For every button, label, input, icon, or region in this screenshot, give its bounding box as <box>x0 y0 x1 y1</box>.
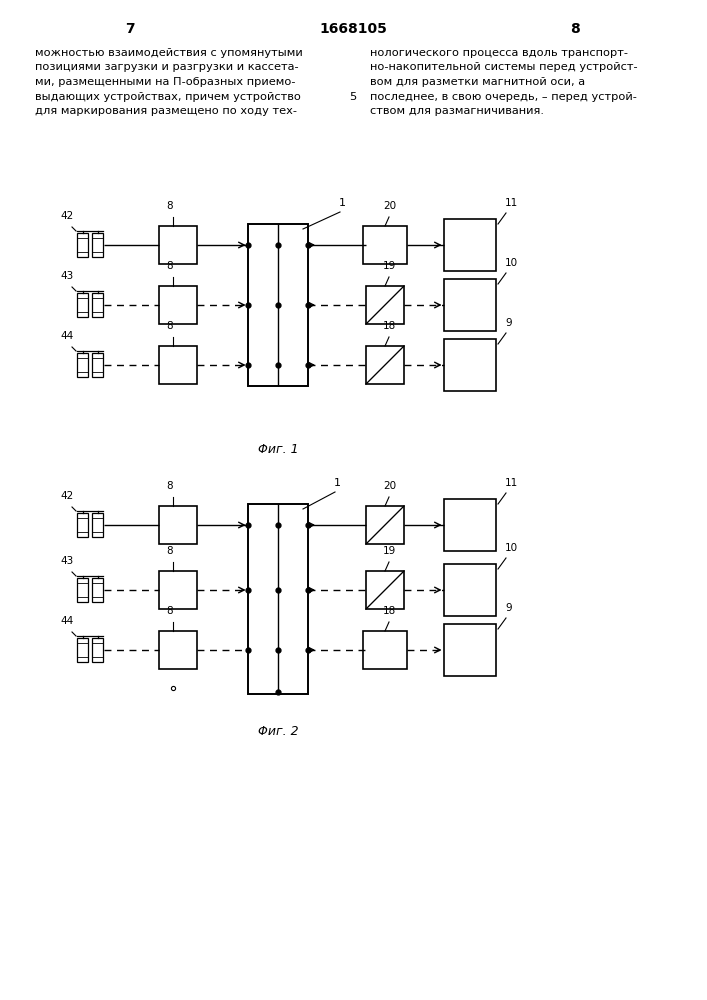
Text: 10: 10 <box>505 258 518 268</box>
Bar <box>92 233 103 257</box>
Text: 1: 1 <box>339 198 346 208</box>
Text: Φиг. 1: Φиг. 1 <box>257 443 298 456</box>
Bar <box>159 506 197 544</box>
Bar <box>77 638 88 662</box>
Text: последнее, в свою очередь, – перед устрой-: последнее, в свою очередь, – перед устро… <box>370 92 637 102</box>
Text: выдающих устройствах, причем устройство: выдающих устройствах, причем устройство <box>35 92 301 102</box>
Text: 43: 43 <box>60 271 74 281</box>
Bar <box>444 279 496 331</box>
Text: но-накопительной системы перед устройст-: но-накопительной системы перед устройст- <box>370 62 638 73</box>
Text: позициями загрузки и разгрузки и кассета-: позициями загрузки и разгрузки и кассета… <box>35 62 298 73</box>
Text: 18: 18 <box>383 321 396 331</box>
Text: 8: 8 <box>166 321 173 331</box>
Text: 42: 42 <box>60 491 74 501</box>
Text: 42: 42 <box>60 211 74 221</box>
Text: 10: 10 <box>505 543 518 553</box>
Bar <box>92 353 103 377</box>
Text: 43: 43 <box>60 556 74 566</box>
Text: можностью взаимодействия с упомянутыми: можностью взаимодействия с упомянутыми <box>35 48 303 58</box>
Text: 9: 9 <box>505 318 512 328</box>
Text: 7: 7 <box>125 22 135 36</box>
Bar <box>92 293 103 317</box>
Text: 19: 19 <box>383 261 396 271</box>
Text: 19: 19 <box>383 546 396 556</box>
Bar <box>159 286 197 324</box>
Text: 8: 8 <box>166 546 173 556</box>
Bar <box>366 286 404 324</box>
Bar <box>366 571 404 609</box>
Text: 5: 5 <box>349 92 356 102</box>
Bar <box>92 513 103 537</box>
Bar <box>159 571 197 609</box>
Bar <box>366 346 404 384</box>
Bar <box>363 226 407 264</box>
Text: 8: 8 <box>166 261 173 271</box>
Text: 11: 11 <box>505 478 518 488</box>
Bar <box>159 631 197 669</box>
Text: 11: 11 <box>505 198 518 208</box>
Bar <box>444 564 496 616</box>
Text: 1668105: 1668105 <box>319 22 387 36</box>
Text: 8: 8 <box>166 201 173 211</box>
Bar <box>444 499 496 551</box>
Bar <box>77 293 88 317</box>
Bar <box>159 346 197 384</box>
Bar <box>159 226 197 264</box>
Bar <box>444 219 496 271</box>
Text: 8: 8 <box>166 481 173 491</box>
Bar <box>77 578 88 602</box>
Text: 8: 8 <box>570 22 580 36</box>
Bar <box>248 504 308 694</box>
Text: 20: 20 <box>383 201 396 211</box>
Text: 44: 44 <box>60 331 74 341</box>
Bar <box>77 233 88 257</box>
Bar <box>248 224 308 386</box>
Bar <box>92 638 103 662</box>
Bar <box>92 578 103 602</box>
Text: ми, размещенными на П-образных приемо-: ми, размещенными на П-образных приемо- <box>35 77 296 87</box>
Text: Φиг. 2: Φиг. 2 <box>257 725 298 738</box>
Bar <box>444 339 496 391</box>
Text: 9: 9 <box>505 603 512 613</box>
Text: нологического процесса вдоль транспорт-: нологического процесса вдоль транспорт- <box>370 48 628 58</box>
Bar <box>366 506 404 544</box>
Text: 44: 44 <box>60 616 74 626</box>
Text: 1: 1 <box>334 478 341 488</box>
Bar <box>77 353 88 377</box>
Text: 8: 8 <box>166 606 173 616</box>
Bar <box>363 631 407 669</box>
Bar <box>77 513 88 537</box>
Text: 18: 18 <box>383 606 396 616</box>
Text: 20: 20 <box>383 481 396 491</box>
Text: ством для размагничивания.: ством для размагничивания. <box>370 106 544 116</box>
Bar <box>444 624 496 676</box>
Text: вом для разметки магнитной оси, а: вом для разметки магнитной оси, а <box>370 77 585 87</box>
Text: для маркирования размещено по ходу тех-: для маркирования размещено по ходу тех- <box>35 106 297 116</box>
